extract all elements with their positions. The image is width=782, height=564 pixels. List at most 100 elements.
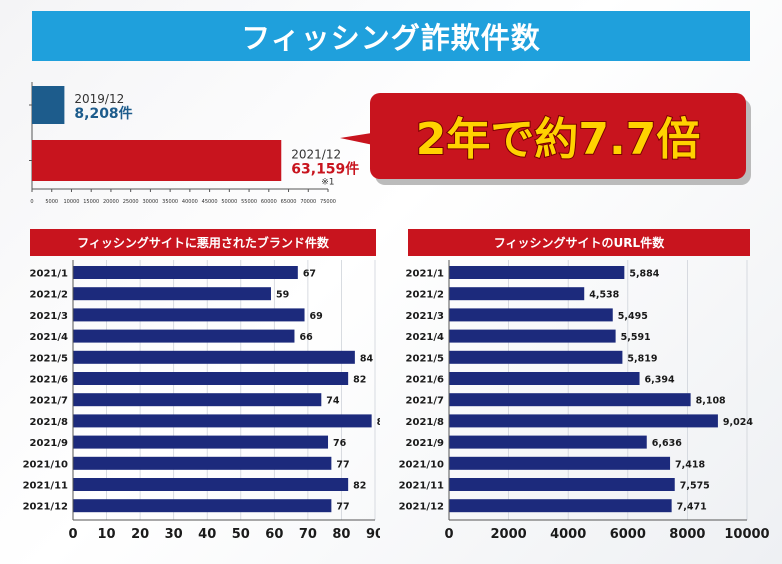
- month-label: 2021/4: [406, 332, 444, 343]
- month-label: 2021/7: [30, 396, 68, 407]
- bar-2021/7: [73, 393, 322, 407]
- x-tick-label: 5000: [45, 199, 58, 205]
- bar-2021/1: [449, 266, 625, 279]
- bar-2021/1: [73, 266, 298, 279]
- bar-value-label: 8,208件: [74, 105, 132, 122]
- bar-2021/7: [449, 393, 691, 407]
- x-tick-label: 65000: [281, 199, 297, 205]
- bar-2021/12: [32, 140, 282, 181]
- month-label: 2021/12: [399, 502, 444, 513]
- bar-value-label: 5,591: [621, 332, 651, 343]
- x-tick-label: 70000: [300, 199, 316, 205]
- month-label: 2021/6: [30, 375, 68, 386]
- bar-value-label: 89: [377, 417, 380, 428]
- bar-category-label: 2021/12: [291, 148, 341, 162]
- callout-text: 2年で約7.7倍: [416, 114, 701, 165]
- month-label: 2021/1: [30, 269, 68, 280]
- x-tick-label: 25000: [123, 199, 139, 205]
- x-tick-label: 0: [68, 527, 77, 542]
- bar-value-label: 6,636: [652, 438, 682, 449]
- x-tick-label: 75000: [320, 199, 336, 205]
- month-label: 2021/5: [406, 353, 444, 364]
- month-label: 2021/10: [23, 459, 68, 470]
- month-label: 2021/2: [406, 290, 444, 301]
- bar-value-label: 5,495: [618, 311, 648, 322]
- x-tick-label: 50000: [221, 199, 237, 205]
- bar-value-label: 7,471: [677, 502, 707, 513]
- x-tick-label: 40: [198, 527, 216, 542]
- month-label: 2021/3: [30, 311, 68, 322]
- month-label: 2021/8: [406, 417, 444, 428]
- month-label: 2021/7: [406, 396, 444, 407]
- bar-2021/4: [449, 329, 616, 343]
- month-label: 2021/5: [30, 353, 68, 364]
- month-label: 2021/8: [30, 417, 68, 428]
- bar-value-label: 59: [276, 290, 289, 301]
- x-tick-label: 6000: [610, 527, 646, 542]
- x-tick-label: 90: [366, 527, 380, 542]
- bar-value-label: 82: [353, 375, 366, 386]
- x-tick-label: 50: [232, 527, 250, 542]
- bar-value-label: 69: [310, 311, 323, 322]
- x-tick-label: 60: [265, 527, 283, 542]
- x-tick-label: 20: [131, 527, 149, 542]
- x-tick-label: 10000: [724, 527, 769, 542]
- bar-value-label: 77: [336, 459, 349, 470]
- callout-box: [370, 93, 746, 179]
- bar-2021/9: [73, 435, 329, 449]
- month-label: 2021/6: [406, 375, 444, 386]
- x-tick-label: 70: [299, 527, 317, 542]
- month-label: 2021/11: [23, 481, 68, 492]
- bar-value-label: 76: [333, 438, 347, 449]
- x-tick-label: 60000: [261, 199, 277, 205]
- bar-2021/8: [73, 414, 372, 428]
- month-label: 2021/9: [406, 438, 444, 449]
- x-tick-label: 20000: [103, 199, 119, 205]
- bar-value-label: 7,575: [680, 481, 710, 492]
- url-count-header: フィッシングサイトのURL件数: [408, 229, 750, 256]
- x-tick-label: 15000: [83, 199, 99, 205]
- bar-2021/4: [73, 329, 295, 343]
- month-label: 2021/1: [406, 269, 444, 280]
- x-tick-label: 8000: [669, 527, 705, 542]
- month-label: 2021/3: [406, 311, 444, 322]
- x-tick-label: 80: [332, 527, 350, 542]
- growth-callout: 2年で約7.7倍: [340, 93, 751, 185]
- bar-2021/8: [449, 414, 718, 428]
- bar-2021/2: [449, 287, 585, 301]
- bar-value-label: 5,819: [627, 353, 657, 364]
- bar-category-label: 2019/12: [74, 92, 124, 106]
- x-tick-label: 4000: [550, 527, 586, 542]
- x-tick-label: 30000: [142, 199, 158, 205]
- bar-2021/3: [449, 308, 613, 322]
- bar-value-label: 9,024: [723, 417, 753, 428]
- month-label: 2021/9: [30, 438, 68, 449]
- bar-2021/11: [449, 478, 675, 491]
- bar-value-label: 4,538: [589, 290, 619, 301]
- bar-value-label: 8,108: [696, 396, 726, 407]
- bar-value-label: 84: [360, 353, 374, 364]
- month-label: 2021/4: [30, 332, 68, 343]
- title-banner: フィッシング詐欺件数: [32, 11, 750, 61]
- url-count-chart: 2021/1 5,884 2021/2 4,538 2021/3 5,495 2021/4 5…: [399, 260, 770, 542]
- month-label: 2021/12: [23, 502, 68, 513]
- bar-2021/12: [73, 499, 332, 513]
- bar-value-label: 77: [336, 502, 349, 513]
- bar-value-label: 63,159件: [291, 161, 359, 178]
- bar-value-label: 66: [299, 332, 313, 343]
- bar-value-label: 74: [326, 396, 340, 407]
- bar-2021/10: [449, 456, 671, 470]
- x-tick-label: 40000: [182, 199, 198, 205]
- bar-value-label: 6,394: [645, 375, 675, 386]
- month-label: 2021/11: [399, 481, 444, 492]
- brand-count-chart: 2021/1 67 2021/2 59 2021/3 69 2021/4 66 2021/5 84…: [23, 260, 380, 542]
- bar-value-label: 5,884: [629, 269, 659, 280]
- brand-count-title: フィッシングサイトに悪用されたブランド件数: [77, 236, 329, 250]
- bar-2021/6: [73, 372, 349, 385]
- x-tick-label: 10000: [64, 199, 80, 205]
- x-tick-label: 30: [165, 527, 183, 542]
- bar-value-label: 67: [303, 269, 316, 280]
- bar-2021/10: [73, 456, 332, 470]
- x-tick-label: 10: [98, 527, 116, 542]
